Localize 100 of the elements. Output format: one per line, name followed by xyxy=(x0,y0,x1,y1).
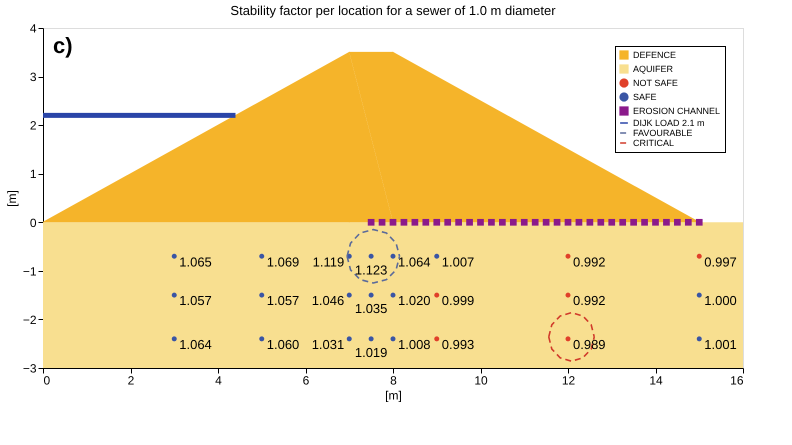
point xyxy=(434,254,440,259)
point xyxy=(597,218,604,226)
annotation: 1.020 xyxy=(398,293,431,308)
y-tick-label: −1 xyxy=(22,264,37,278)
legend-label: AQUIFER xyxy=(633,64,674,74)
point xyxy=(488,218,495,226)
point xyxy=(499,218,506,226)
point xyxy=(433,218,440,226)
point xyxy=(696,218,703,226)
point xyxy=(434,292,440,298)
point xyxy=(477,218,484,226)
point xyxy=(434,336,440,342)
chart-title: Stability factor per location for a sewer of 1.0 m diameter xyxy=(230,3,556,18)
point xyxy=(390,254,396,259)
x-tick-label: 4 xyxy=(215,374,222,388)
point xyxy=(663,218,670,226)
legend-label: DEFENCE xyxy=(633,50,676,60)
point xyxy=(400,218,408,226)
point xyxy=(172,336,177,342)
point xyxy=(674,218,681,226)
point xyxy=(608,218,616,226)
annotation: 1.046 xyxy=(312,293,344,308)
point xyxy=(390,218,396,226)
point xyxy=(564,218,572,226)
legend-label: CRITICAL xyxy=(633,138,674,148)
point xyxy=(696,336,702,342)
x-tick-label: 10 xyxy=(474,374,488,388)
annotation: 1.065 xyxy=(179,254,212,270)
annotation: 1.057 xyxy=(179,293,212,308)
y-tick-label: 0 xyxy=(30,216,37,230)
y-tick-label: 3 xyxy=(30,70,37,84)
x-tick-label: 0 xyxy=(44,374,50,388)
point xyxy=(368,218,374,226)
annotation: 1.123 xyxy=(354,262,388,278)
point xyxy=(346,292,352,298)
point xyxy=(368,336,374,342)
point xyxy=(619,218,626,226)
legend-label: SAFE xyxy=(633,92,657,102)
annotation: 1.035 xyxy=(354,301,388,316)
annotation: 0.992 xyxy=(573,293,606,308)
point xyxy=(368,292,374,298)
legend-label: EROSION CHANNEL xyxy=(633,106,720,116)
point xyxy=(576,218,582,226)
point xyxy=(566,292,570,298)
y-tick-label: 1 xyxy=(30,167,37,182)
y-tick-label: −2 xyxy=(22,312,37,327)
point xyxy=(172,292,177,298)
point xyxy=(696,254,702,259)
point xyxy=(466,218,473,226)
annotation: 1.057 xyxy=(266,293,300,308)
point xyxy=(542,218,550,226)
annotation: 1.060 xyxy=(266,336,300,352)
annotation: 1.031 xyxy=(312,336,344,352)
x-tick-label: 16 xyxy=(730,374,744,388)
point xyxy=(566,336,570,342)
x-tick-label: 2 xyxy=(128,374,135,388)
point xyxy=(641,218,648,226)
point xyxy=(378,218,386,226)
legend-label: NOT SAFE xyxy=(633,78,678,88)
point xyxy=(455,218,462,226)
point xyxy=(652,218,659,226)
annotation: 1.069 xyxy=(266,254,300,270)
annotation: 1.064 xyxy=(398,254,431,270)
point xyxy=(684,218,692,226)
x-axis-title: [m] xyxy=(385,388,402,402)
point xyxy=(172,254,177,259)
point xyxy=(696,292,702,298)
annotation: 0.997 xyxy=(704,254,737,270)
point xyxy=(630,218,637,226)
point xyxy=(422,218,430,226)
y-tick-label: 2 xyxy=(30,118,37,133)
point xyxy=(444,218,452,226)
point xyxy=(510,218,517,226)
point xyxy=(532,218,539,226)
x-tick-label: 12 xyxy=(562,374,576,388)
annotation: 1.001 xyxy=(704,336,737,352)
annotation: 0.999 xyxy=(442,293,474,308)
annotation: 0.992 xyxy=(573,254,606,270)
annotation: c) xyxy=(53,33,73,58)
annotation: 1.119 xyxy=(312,254,344,270)
point xyxy=(259,292,264,298)
point xyxy=(520,218,528,226)
annotation: 1.008 xyxy=(398,336,431,352)
point xyxy=(390,336,396,342)
point xyxy=(412,218,418,226)
point xyxy=(346,336,352,342)
annotation: 0.989 xyxy=(573,336,606,352)
point xyxy=(368,254,374,259)
annotation: 1.019 xyxy=(354,344,388,360)
y-tick-label: −3 xyxy=(22,362,37,376)
annotation: 1.007 xyxy=(442,254,474,270)
y-tick-label: 4 xyxy=(30,22,37,36)
annotation: 0.993 xyxy=(442,336,474,352)
x-tick-label: 14 xyxy=(649,374,663,388)
point xyxy=(259,336,264,342)
x-tick-label: 8 xyxy=(390,374,398,388)
annotation: 1.000 xyxy=(704,293,737,308)
legend-label: FAVOURABLE xyxy=(633,128,692,138)
point xyxy=(390,292,396,298)
annotation: 1.064 xyxy=(179,336,212,352)
